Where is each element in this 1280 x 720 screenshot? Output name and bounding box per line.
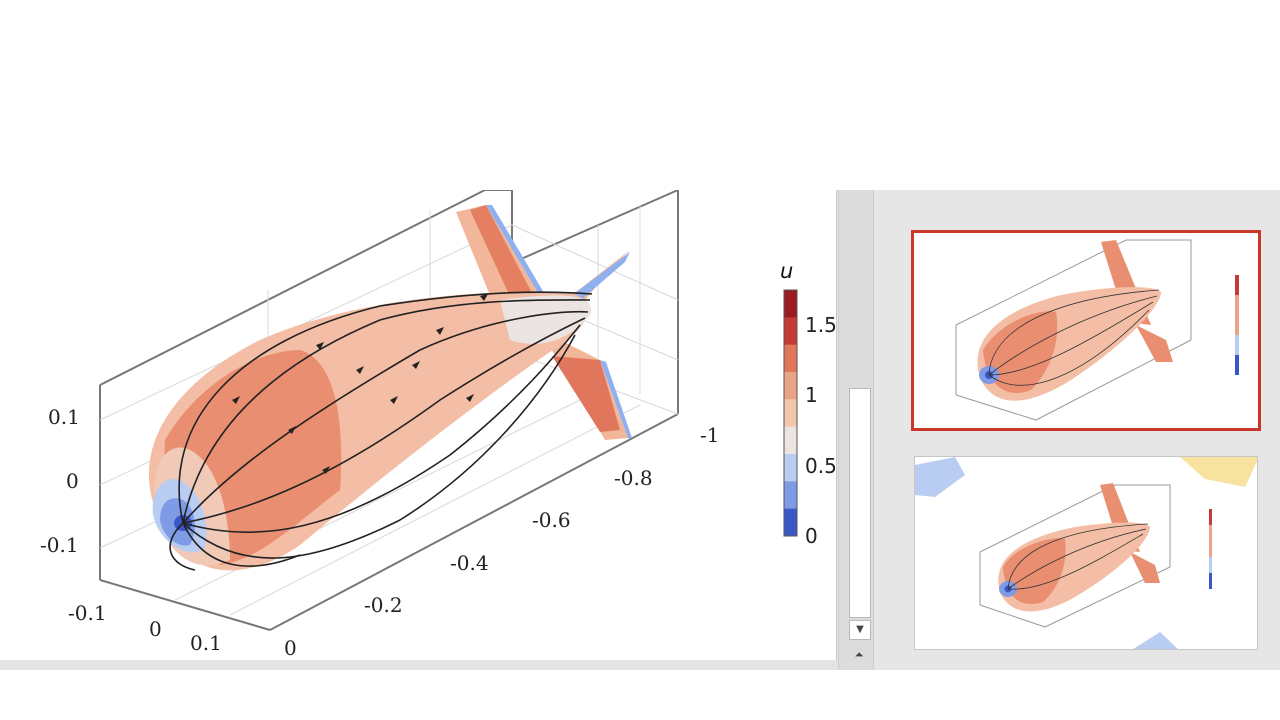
decorative-shape: [1180, 457, 1257, 487]
figure-3d-plot: 0.1 0 -0.1 -0.1 0 0.1 0 -0.2 -0.4 -0.6 -…: [40, 190, 836, 660]
colorbar-tick: 0: [805, 524, 818, 548]
x-tick: -1: [700, 423, 719, 447]
z-axis-ticks: 0.1 0 -0.1: [40, 405, 80, 557]
colorbar-tick: 1: [805, 383, 818, 407]
colorbar-segment: [784, 399, 797, 428]
x-tick: -0.2: [364, 593, 403, 617]
colorbar-segment: [784, 344, 797, 373]
decorative-shape: [915, 457, 965, 497]
thumbnail-figure: [915, 457, 1257, 649]
decorative-shape: [1133, 632, 1178, 649]
colorbar-segment: [784, 317, 797, 346]
scroll-to-top-button[interactable]: ⏶: [854, 648, 864, 661]
slide-thumbnail-2[interactable]: [914, 456, 1258, 650]
colorbar-segment: [784, 372, 797, 400]
x-tick: -0.8: [614, 466, 653, 490]
x-axis-ticks: 0 -0.2 -0.4 -0.6 -0.8 -1: [284, 423, 719, 660]
body-surface: [148, 291, 592, 571]
y-axis-ticks: -0.1 0 0.1: [68, 601, 222, 655]
streamlines: [169, 291, 593, 571]
colorbar-segment: [784, 426, 797, 455]
slide-canvas[interactable]: 0.1 0 -0.1 -0.1 0 0.1 0 -0.2 -0.4 -0.6 -…: [0, 190, 837, 660]
scroll-down-button[interactable]: ▼: [849, 620, 871, 640]
slide-thumbnail-1[interactable]: [911, 230, 1261, 431]
y-tick: 0.1: [190, 631, 222, 655]
axis-box: [99, 190, 679, 631]
colorbar-segment: [784, 454, 797, 482]
z-tick: -0.1: [40, 533, 79, 557]
x-tick: -0.4: [450, 551, 489, 575]
z-tick: 0.1: [48, 405, 80, 429]
colorbar: [783, 289, 798, 537]
colorbar-title: u: [780, 259, 793, 283]
streamline-arrows: [232, 294, 488, 474]
colorbar-tick: 1.5: [805, 313, 836, 337]
z-tick: 0: [66, 469, 79, 493]
colorbar-segment: [784, 290, 797, 318]
scrollbar-thumb[interactable]: [849, 388, 871, 618]
x-tick: -0.6: [532, 508, 571, 532]
y-tick: 0: [149, 617, 162, 641]
colorbar-segment: [784, 508, 797, 537]
thumbnail-figure: [955, 239, 1239, 421]
colorbar-tick: 0.5: [805, 454, 836, 478]
colorbar-segment: [784, 481, 797, 510]
x-tick: 0: [284, 636, 297, 660]
y-tick: -0.1: [68, 601, 107, 625]
colorbar-frame: [783, 289, 798, 537]
